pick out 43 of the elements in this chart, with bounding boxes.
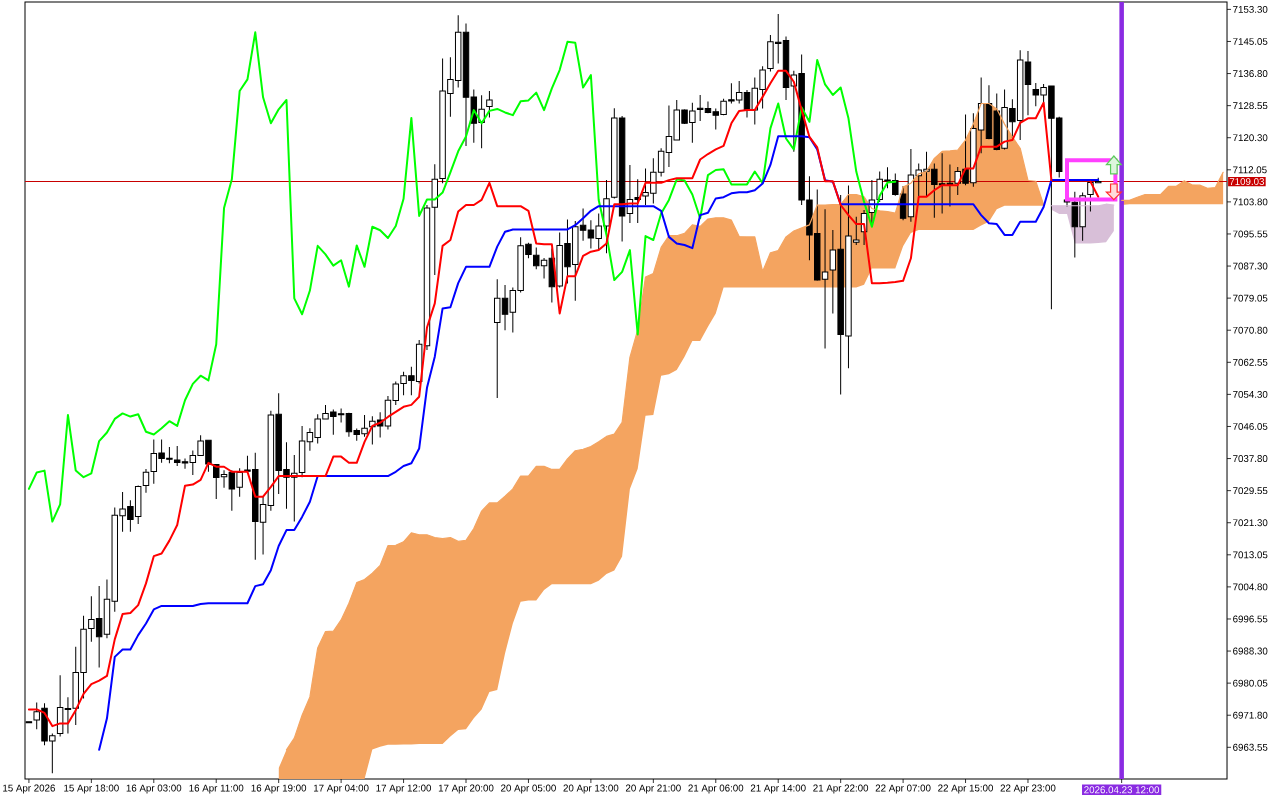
y-tick-label: 7120.30 [1233,134,1268,142]
y-tick-label: 7054.30 [1233,390,1268,398]
x-tick-label: 22 Apr 07:00 [875,784,931,794]
y-tick-label: 7128.55 [1233,102,1268,110]
x-tick-label: 16 Apr 03:00 [126,784,182,794]
x-tick-label: 20 Apr 05:00 [501,784,556,794]
y-tick-label: 7103.80 [1233,198,1268,206]
y-tick-label: 7070.80 [1233,326,1268,334]
y-tick-label: 7037.80 [1233,455,1268,463]
y-tick-label: 6996.55 [1233,615,1268,623]
x-tick-label: 16 Apr 11:00 [189,784,244,794]
y-tick-label: 7062.55 [1233,358,1268,366]
y-tick-label: 6963.55 [1233,743,1268,751]
ref-line-label: 7109.03 [1229,178,1265,185]
x-tick-label: 22 Apr 23:00 [1000,784,1056,794]
y-tick-label: 7136.80 [1233,70,1268,78]
y-tick-label: 7145.05 [1233,38,1268,45]
x-tick-label: 21 Apr 14:00 [750,784,806,794]
y-tick-label: 6980.05 [1233,679,1268,687]
x-tick-label: 15 Apr 18:00 [64,784,119,794]
y-tick-label: 7046.05 [1233,423,1268,430]
y-tick-label: 7095.55 [1233,230,1268,238]
y-tick-label: 7087.30 [1233,262,1268,270]
x-tick-label: 17 Apr 12:00 [376,784,432,794]
x-tick-label: 15 Apr 2026 [3,784,55,794]
y-tick-label: 7004.80 [1233,583,1268,591]
x-tick-label: 21 Apr 06:00 [688,784,744,794]
y-tick-label: 7079.05 [1233,294,1268,302]
x-tick-label: 20 Apr 21:00 [625,784,681,794]
x-tick-label: 16 Apr 19:00 [251,784,307,794]
x-tick-label: 17 Apr 20:00 [438,784,494,794]
y-tick-label: 7013.05 [1233,551,1268,559]
x-tick-label: 21 Apr 22:00 [813,784,869,794]
x-tick-label: 20 Apr 13:00 [563,784,619,794]
y-tick-label: 7153.30 [1233,5,1268,13]
y-tick-label: 7112.05 [1233,166,1267,174]
y-tick-label: 6988.30 [1233,647,1268,655]
y-tick-label: 6971.80 [1233,711,1268,719]
y-tick-label: 7029.55 [1233,487,1268,495]
x-tick-label: 22 Apr 15:00 [938,784,993,794]
x-tick-label: 17 Apr 04:00 [313,784,369,794]
y-tick-label: 7021.30 [1233,519,1268,527]
x-tick-label: 2026.04.23 12:00 [1084,786,1160,794]
